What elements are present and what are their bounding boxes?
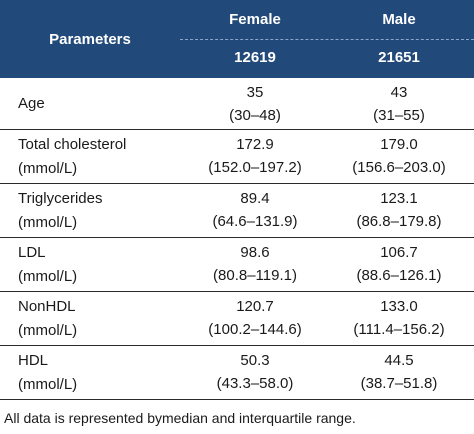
female-iqr: (64.6–131.9) <box>212 213 298 230</box>
header-divider <box>180 39 474 40</box>
male-median: 106.7 <box>380 244 418 261</box>
female-header: Female <box>229 11 281 28</box>
row-label-line2: (mmol/L) <box>18 160 78 177</box>
male-count: 21651 <box>378 49 420 66</box>
female-iqr: (80.8–119.1) <box>213 267 297 284</box>
male-median: 179.0 <box>380 136 418 153</box>
male-median: 43 <box>390 84 408 101</box>
male-iqr: (38.7–51.8) <box>360 375 438 392</box>
female-value: 120.7 (100.2–144.6) <box>180 295 330 341</box>
row-label-line1: LDL <box>18 244 46 261</box>
female-value: 35 (30–48) <box>180 81 330 127</box>
row-label: LDL (mmol/L) <box>18 238 188 291</box>
female-iqr: (152.0–197.2) <box>208 159 302 176</box>
table-row: NonHDL (mmol/L) 120.7 (100.2–144.6) 133.… <box>0 292 474 346</box>
row-label-line1: NonHDL <box>18 298 76 315</box>
table-body: Age 35 (30–48) 43 (31–55) Total choleste… <box>0 78 474 400</box>
male-iqr: (31–55) <box>373 107 425 124</box>
female-value: 50.3 (43.3–58.0) <box>180 349 330 395</box>
female-count: 12619 <box>234 49 276 66</box>
table-row: HDL (mmol/L) 50.3 (43.3–58.0) 44.5 (38.7… <box>0 346 474 400</box>
male-iqr: (111.4–156.2) <box>353 321 445 338</box>
row-label-line1: HDL <box>18 352 49 369</box>
table-header: Parameters Female Male 12619 21651 <box>0 0 474 78</box>
table-row: Age 35 (30–48) 43 (31–55) <box>0 78 474 130</box>
female-median: 172.9 <box>236 136 274 153</box>
female-iqr: (30–48) <box>229 107 281 124</box>
female-median: 89.4 <box>240 190 270 207</box>
row-label: NonHDL (mmol/L) <box>18 292 188 345</box>
row-label-line2: (mmol/L) <box>18 268 78 285</box>
male-value: 106.7 (88.6–126.1) <box>324 241 474 287</box>
row-label: Age <box>18 78 188 129</box>
row-label-line1: Age <box>18 94 45 112</box>
male-value: 43 (31–55) <box>324 81 474 127</box>
male-iqr: (88.6–126.1) <box>356 267 442 284</box>
female-value: 172.9 (152.0–197.2) <box>180 133 330 179</box>
male-median: 133.0 <box>380 298 418 315</box>
row-label-line2: (mmol/L) <box>18 322 78 339</box>
table-row: Total cholesterol (mmol/L) 172.9 (152.0–… <box>0 130 474 184</box>
row-label-line2: (mmol/L) <box>18 214 78 231</box>
female-median: 120.7 <box>236 298 274 315</box>
female-iqr: (43.3–58.0) <box>216 375 294 392</box>
male-value: 133.0 (111.4–156.2) <box>324 295 474 341</box>
male-iqr: (86.8–179.8) <box>356 213 442 230</box>
row-label: Triglycerides (mmol/L) <box>18 184 188 237</box>
female-value: 98.6 (80.8–119.1) <box>180 241 330 287</box>
female-iqr: (100.2–144.6) <box>208 321 302 338</box>
male-value: 44.5 (38.7–51.8) <box>324 349 474 395</box>
female-median: 98.6 <box>240 244 270 261</box>
row-label-line1: Total cholesterol <box>18 136 127 153</box>
male-value: 123.1 (86.8–179.8) <box>324 187 474 233</box>
row-label-line2: (mmol/L) <box>18 376 78 393</box>
male-header: Male <box>382 11 416 28</box>
female-value: 89.4 (64.6–131.9) <box>180 187 330 233</box>
male-value: 179.0 (156.6–203.0) <box>324 133 474 179</box>
table-footnote: All data is represented bymedian and int… <box>4 410 356 426</box>
row-label: Total cholesterol (mmol/L) <box>18 130 188 183</box>
row-label-line1: Triglycerides <box>18 190 103 207</box>
female-median: 50.3 <box>240 352 270 369</box>
male-median: 123.1 <box>380 190 418 207</box>
table-row: Triglycerides (mmol/L) 89.4 (64.6–131.9)… <box>0 184 474 238</box>
table-row: LDL (mmol/L) 98.6 (80.8–119.1) 106.7 (88… <box>0 238 474 292</box>
male-iqr: (156.6–203.0) <box>352 159 446 176</box>
parameters-header: Parameters <box>49 30 131 48</box>
row-label: HDL (mmol/L) <box>18 346 188 399</box>
male-median: 44.5 <box>384 352 414 369</box>
female-median: 35 <box>246 84 264 101</box>
